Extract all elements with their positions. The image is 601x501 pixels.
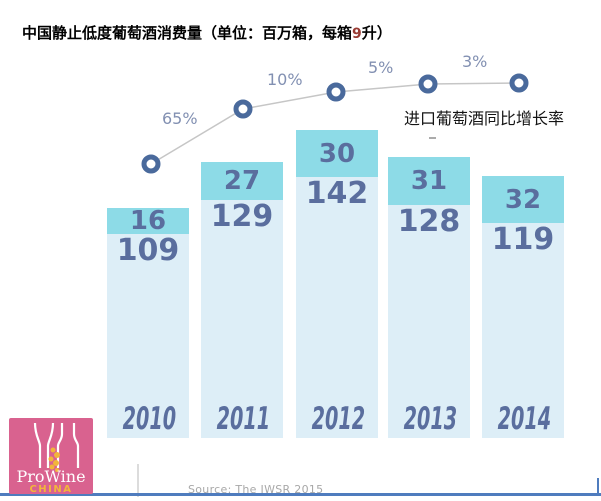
bar-2014-upper-value: 32: [504, 184, 542, 215]
axis-label-2011: 2011: [216, 401, 271, 437]
bar-2013-upper-segment: 31: [388, 157, 470, 205]
right-edge-rule: [597, 478, 599, 496]
growth-marker-2012: [326, 82, 346, 102]
bar-2012-lower-value: 142: [305, 176, 369, 211]
bar-2014-upper-segment: 32: [482, 176, 564, 223]
chart-title-tail: 升）: [361, 24, 392, 42]
footer-divider: [137, 464, 139, 497]
bar-2011-lower-segment: 129 2011: [201, 200, 283, 438]
bottom-rule: [0, 493, 601, 496]
bar-2014-lower-segment: 119 2014: [482, 223, 564, 438]
chart-title: 中国静止低度葡萄酒消费量（单位：百万箱，每箱9升）: [22, 22, 392, 43]
bar-2011: 27 129 2011: [201, 162, 283, 438]
bar-2012: 30 142 2012: [296, 130, 378, 438]
prowine-china-logo: ProWine CHINA: [9, 418, 93, 494]
bar-2014: 32 119 2014: [482, 176, 564, 438]
growth-marker-2013: [418, 74, 438, 94]
bar-2011-upper-segment: 27: [201, 162, 283, 200]
bar-2013-lower-segment: 128 2013: [388, 205, 470, 438]
bar-2012-upper-segment: 30: [296, 130, 378, 177]
growth-label-2011: 65%: [162, 109, 198, 128]
axis-label-2012: 2012: [311, 401, 366, 437]
growth-marker-2011: [233, 99, 253, 119]
logo-sub-text: CHINA: [29, 484, 72, 494]
bar-2013-lower-value: 128: [397, 204, 461, 239]
chart-title-main: 中国静止低度葡萄酒消费量（单位：百万箱，每箱: [22, 24, 353, 42]
bar-2011-lower-value: 129: [210, 199, 274, 234]
grape-sprig-icon: [48, 447, 60, 472]
growth-label-2012: 10%: [267, 70, 303, 89]
bar-2014-lower-value: 119: [491, 222, 555, 257]
line-series-label: 进口葡萄酒同比增长率: [404, 109, 565, 128]
axis-label-2010: 2010: [122, 401, 177, 437]
logo-background: [9, 418, 93, 494]
growth-label-2014: 3%: [462, 52, 488, 71]
bar-2013: 31 128 2013: [388, 157, 470, 438]
bar-2013-upper-value: 31: [410, 166, 448, 196]
growth-marker-2014: [509, 73, 529, 93]
wine-glass-icon: [33, 422, 55, 468]
bar-2010-lower-value: 109: [116, 233, 180, 268]
chart-title-unit-number: 9: [352, 26, 362, 42]
bar-2010-upper-value: 16: [129, 206, 167, 236]
axis-label-2013: 2013: [403, 401, 458, 437]
dash-mark: [429, 137, 436, 139]
logo-brand-text: ProWine: [16, 467, 85, 486]
growth-label-2013: 5%: [368, 58, 394, 77]
source-note: Source: The IWSR 2015: [188, 483, 324, 496]
bar-2012-upper-value: 30: [318, 138, 356, 169]
wine-bottle-icon: [56, 423, 80, 468]
axis-label-2014: 2014: [497, 401, 552, 437]
bar-2012-lower-segment: 142 2012: [296, 177, 378, 438]
growth-marker-2010: [141, 154, 161, 174]
bar-2010: 16 109 2010: [107, 208, 189, 438]
bar-2011-upper-value: 27: [223, 166, 261, 196]
bar-2010-upper-segment: 16: [107, 208, 189, 234]
bar-2010-lower-segment: 109 2010: [107, 234, 189, 438]
